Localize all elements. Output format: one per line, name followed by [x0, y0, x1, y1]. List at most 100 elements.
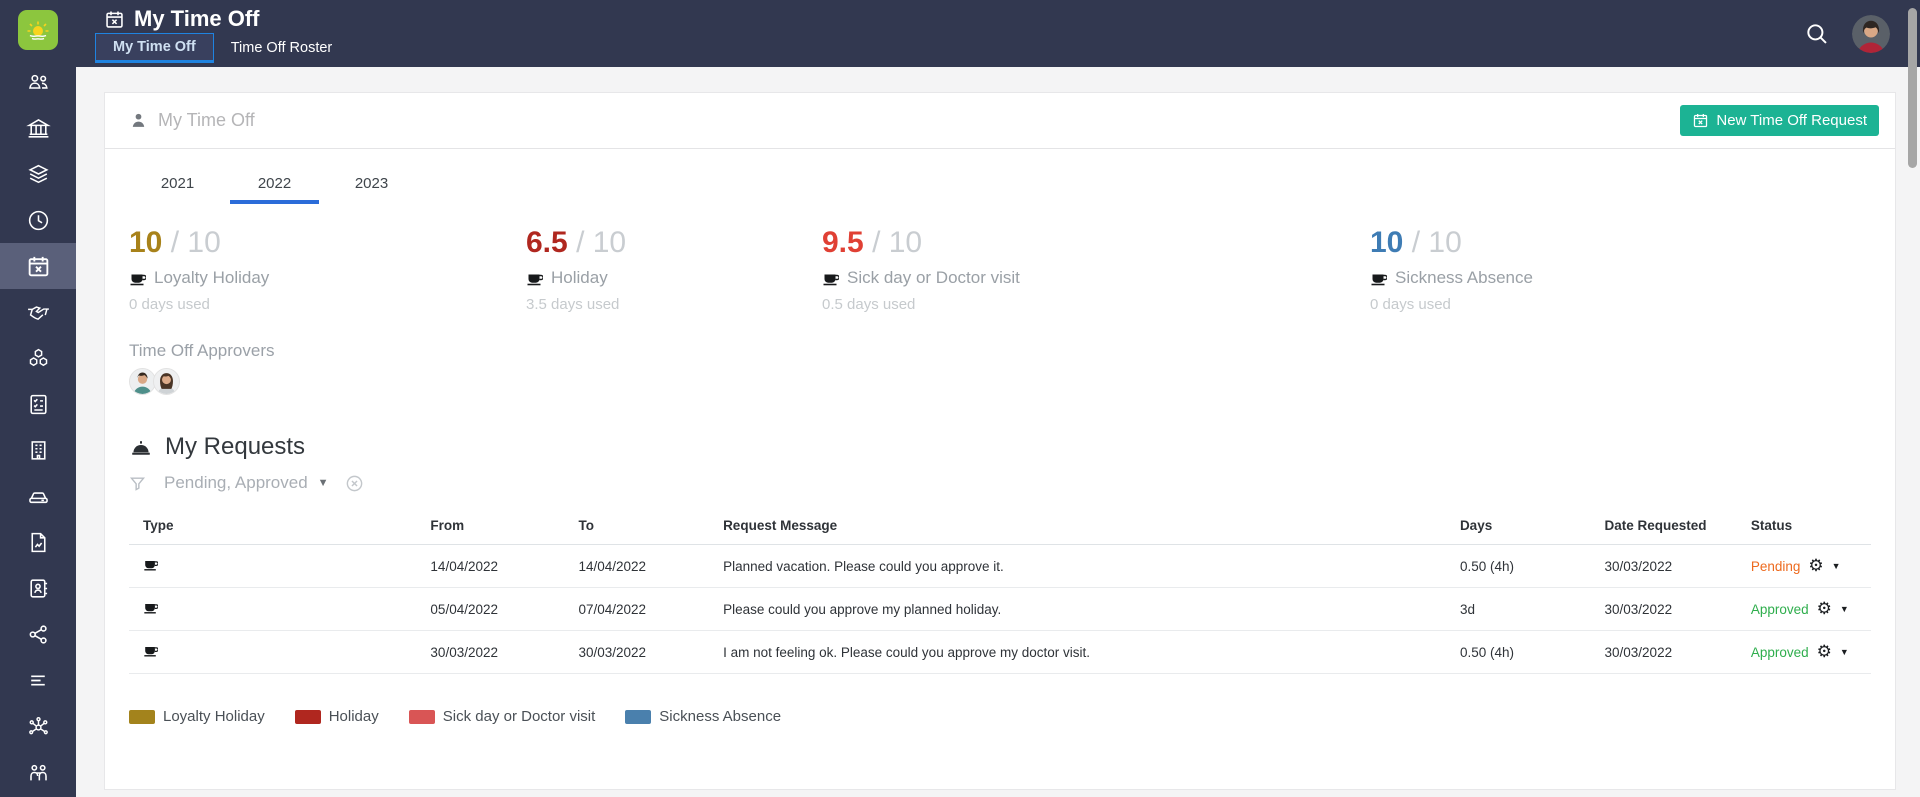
bank-icon [25, 118, 51, 138]
legend-sickness-absence: Sickness Absence [625, 708, 781, 725]
person-icon [132, 113, 145, 127]
cup-icon [129, 273, 146, 285]
cell-days: 0.50 (4h) [1445, 630, 1591, 674]
calendar-x-icon [1694, 113, 1708, 128]
sidebar-item-share[interactable] [0, 611, 76, 657]
col-status: Status [1736, 507, 1871, 545]
cell-date-requested: 30/03/2022 [1590, 587, 1737, 631]
legend-swatch [625, 709, 652, 724]
share-icon [29, 624, 47, 644]
sidebar-item-clock[interactable] [0, 197, 76, 243]
search-icon[interactable] [1804, 21, 1830, 47]
year-tab-2022[interactable]: 2022 [226, 175, 323, 204]
cell-date-requested: 30/03/2022 [1590, 544, 1737, 588]
chevron-down-icon[interactable]: ▼ [1839, 604, 1849, 614]
approver-avatars [129, 368, 1871, 395]
cup-icon [526, 273, 543, 285]
year-tab-strip: 2021 2022 2023 [129, 175, 1871, 204]
card-header: My Time Off New Time Off Request [105, 93, 1895, 149]
status-badge: Approved [1750, 601, 1809, 617]
table-header-row: Type From To Request Message Days Date R… [129, 507, 1871, 545]
gear-icon[interactable]: ⚙ [1816, 641, 1832, 662]
year-tab-2021[interactable]: 2021 [160, 175, 195, 192]
sidebar-item-handshake[interactable] [0, 289, 76, 335]
my-time-off-card: My Time Off New Time Off Request 2021 20… [104, 92, 1896, 790]
stat-sick-day: 9.5 / 10 Sick day or Doctor visit 0.5 da… [822, 226, 1370, 313]
legend-swatch [294, 709, 321, 724]
molecule-icon [28, 716, 48, 734]
cubes-icon [29, 348, 47, 366]
table-row[interactable]: 30/03/2022 30/03/2022 I am not feeling o… [129, 630, 1871, 674]
clear-filter-icon[interactable] [345, 474, 364, 493]
sidebar-item-users[interactable] [0, 59, 76, 105]
sunrise-logo-icon [27, 21, 49, 40]
cup-icon [1370, 273, 1387, 285]
legend-swatch [129, 709, 155, 724]
sidebar-item-checklist[interactable] [0, 381, 76, 427]
handshake-icon [27, 305, 49, 320]
cell-date-requested: 30/03/2022 [1590, 630, 1737, 674]
sidebar-item-network[interactable] [0, 703, 76, 749]
clock-icon [28, 210, 48, 230]
col-from: From [416, 507, 565, 545]
status-badge: Approved [1750, 644, 1809, 660]
type-legend: Loyalty Holiday Holiday Sick day or Doct… [129, 708, 1871, 725]
col-to: To [564, 507, 710, 545]
legend-loyalty-holiday: Loyalty Holiday [129, 708, 265, 725]
cup-icon [143, 560, 159, 571]
scrollbar-thumb[interactable] [1908, 8, 1917, 168]
team-icon [29, 764, 47, 780]
sidebar-item-layers[interactable] [0, 151, 76, 197]
days-used: 0 days used [1370, 296, 1451, 313]
calendar-x-icon [106, 10, 123, 28]
new-time-off-request-button[interactable]: New Time Off Request [1680, 105, 1879, 136]
sidebar-item-contacts[interactable] [0, 565, 76, 611]
year-tab-2023[interactable]: 2023 [354, 175, 389, 192]
top-bar: My Time Off My Time Off Time Off Roster [0, 0, 1920, 67]
table-row[interactable]: 05/04/2022 07/04/2022 Please could you a… [129, 587, 1871, 631]
cup-icon [143, 603, 159, 614]
cell-to: 14/04/2022 [564, 544, 710, 588]
chevron-down-icon[interactable]: ▼ [317, 477, 329, 489]
filter-row: Pending, Approved ▼ [129, 473, 1871, 493]
sidebar-item-cubes[interactable] [0, 335, 76, 381]
chevron-down-icon[interactable]: ▼ [1839, 647, 1849, 657]
cell-message: I am not feeling ok. Please could you ap… [709, 630, 1446, 674]
cell-message: Planned vacation. Please could you appro… [709, 544, 1446, 588]
tab-my-time-off[interactable]: My Time Off [95, 33, 214, 63]
table-row[interactable]: 14/04/2022 14/04/2022 Planned vacation. … [129, 544, 1871, 588]
contact-card-icon [29, 578, 47, 598]
user-avatar[interactable] [1852, 14, 1890, 53]
sidebar-item-time-off[interactable] [0, 243, 76, 289]
app-logo[interactable] [18, 10, 58, 50]
cell-from: 14/04/2022 [416, 544, 565, 588]
chevron-down-icon[interactable]: ▼ [1831, 561, 1841, 571]
sidebar-item-car[interactable] [0, 473, 76, 519]
layers-icon [27, 164, 49, 183]
cell-to: 07/04/2022 [564, 587, 710, 631]
filter-icon [129, 476, 146, 491]
filter-value[interactable]: Pending, Approved [164, 473, 308, 492]
approver-avatar[interactable] [129, 368, 156, 395]
col-date-requested: Date Requested [1590, 507, 1737, 545]
cell-from: 30/03/2022 [416, 630, 565, 674]
time-off-stats: 10 / 10 Loyalty Holiday 0 days used 6.5 … [129, 226, 1871, 313]
sidebar-item-report[interactable] [0, 519, 76, 565]
sidebar-item-team[interactable] [0, 749, 76, 795]
days-used: 3.5 days used [526, 296, 620, 313]
text-lines-icon [30, 675, 45, 685]
calendar-x-icon [28, 255, 48, 276]
gear-icon[interactable]: ⚙ [1816, 598, 1832, 619]
stat-holiday: 6.5 / 10 Holiday 3.5 days used [526, 226, 822, 313]
card-title: My Time Off [129, 110, 255, 131]
sidebar-item-building[interactable] [0, 427, 76, 473]
card-body: 2021 2022 2023 10 / 10 Loyalty Holiday 0… [105, 175, 1895, 725]
col-message: Request Message [709, 507, 1446, 545]
building-icon [30, 440, 46, 460]
cell-message: Please could you approve my planned holi… [709, 587, 1446, 631]
sidebar-item-bank[interactable] [0, 105, 76, 151]
tab-time-off-roster[interactable]: Time Off Roster [230, 40, 333, 56]
gear-icon[interactable]: ⚙ [1808, 555, 1824, 576]
sidebar-item-lines[interactable] [0, 657, 76, 703]
approver-avatar[interactable] [153, 368, 180, 395]
